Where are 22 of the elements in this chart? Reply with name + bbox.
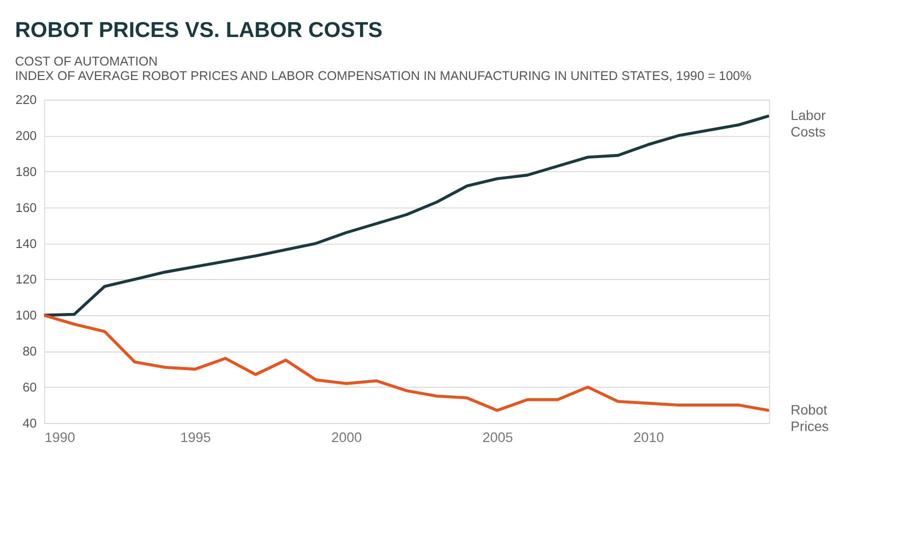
x-tick-label: 1990 (44, 430, 76, 446)
y-tick-label: 80 (22, 344, 37, 359)
y-tick-label: 200 (16, 128, 37, 144)
x-tick-label: 1995 (180, 430, 212, 446)
y-tick-label: 100 (16, 308, 37, 323)
text: INDEX OF AVERAGE ROBOT PRICES AND LABOR COMPENSATION IN MANUFACTURING IN UNITED STATES, 1990 = 100% (15, 68, 752, 84)
y-tick-label: 120 (16, 272, 37, 287)
line-series (44, 114, 770, 317)
series-label: Labor Costs (790, 108, 826, 140)
line-series (44, 314, 770, 412)
x-tick-label: 2000 (331, 430, 362, 446)
chart-title: ROBOT PRICES VS. LABOR COSTS (15, 16, 383, 42)
x-tick-label: 2010 (633, 430, 664, 446)
y-tick-label: 160 (16, 200, 37, 215)
y-tick-label: 140 (16, 236, 37, 251)
chart-subtitle: COST OF AUTOMATION (15, 53, 158, 68)
y-tick-label: 40 (22, 415, 37, 430)
y-tick-label: 220 (16, 92, 37, 108)
y-tick-label: 180 (16, 164, 37, 179)
x-tick-label: 2005 (482, 430, 514, 446)
y-tick-label: 60 (22, 379, 37, 394)
series-label: Robot Prices (790, 402, 829, 434)
